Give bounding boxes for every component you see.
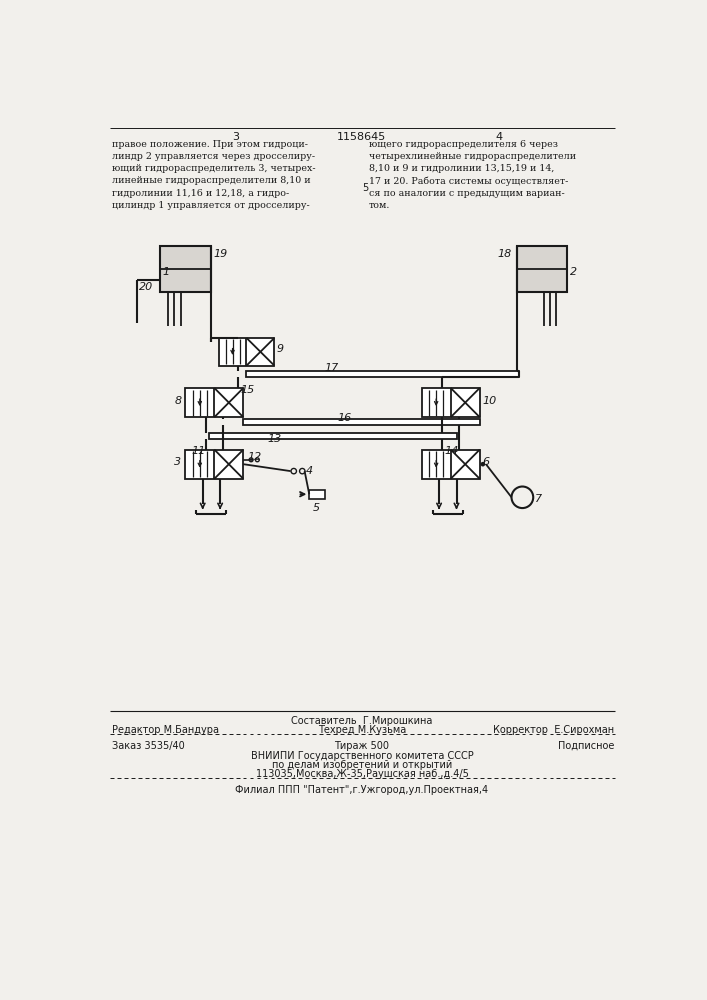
Text: 20: 20 bbox=[139, 282, 153, 292]
Bar bbox=[517, 246, 567, 292]
Text: 3: 3 bbox=[175, 457, 182, 467]
Bar bbox=[218, 338, 274, 366]
Text: 13: 13 bbox=[267, 434, 281, 444]
Text: 19: 19 bbox=[213, 249, 228, 259]
Text: 12: 12 bbox=[247, 452, 262, 462]
Text: Редактор М.Бандура: Редактор М.Бандура bbox=[112, 725, 218, 735]
Text: 18: 18 bbox=[498, 249, 512, 259]
Text: 15: 15 bbox=[240, 385, 255, 395]
Bar bbox=[243, 419, 480, 425]
Text: 7: 7 bbox=[534, 494, 542, 504]
Text: правое положение. При этом гидроци-
линдр 2 управляется через дросселиру-
ющий г: правое положение. При этом гидроци- линд… bbox=[112, 140, 315, 210]
Text: 5: 5 bbox=[313, 503, 320, 513]
Text: 17: 17 bbox=[324, 363, 338, 373]
Bar bbox=[185, 450, 243, 479]
Text: Техред М.Кузьма: Техред М.Кузьма bbox=[318, 725, 406, 735]
Text: 10: 10 bbox=[482, 396, 496, 406]
Text: по делам изобретений и открытий: по делам изобретений и открытий bbox=[271, 760, 452, 770]
Bar bbox=[160, 246, 211, 292]
Text: ВНИИПИ Государственного комитета СССР: ВНИИПИ Государственного комитета СССР bbox=[250, 751, 473, 761]
Text: 2: 2 bbox=[570, 267, 577, 277]
Text: 9: 9 bbox=[276, 344, 284, 354]
Text: Тираж 500: Тираж 500 bbox=[334, 741, 390, 751]
Bar bbox=[421, 450, 480, 479]
Text: Филиал ППП "Патент",г.Ужгород,ул.Проектная,4: Филиал ППП "Патент",г.Ужгород,ул.Проектн… bbox=[235, 785, 489, 795]
Text: Корректор  Е.Сирохман: Корректор Е.Сирохман bbox=[493, 725, 614, 735]
Bar bbox=[247, 371, 518, 377]
Bar bbox=[185, 388, 243, 417]
Text: Заказ 3535/40: Заказ 3535/40 bbox=[112, 741, 185, 751]
Text: 4: 4 bbox=[305, 466, 312, 477]
Text: Составитель  Г.Мирошкина: Составитель Г.Мирошкина bbox=[291, 716, 433, 726]
Text: 3: 3 bbox=[232, 132, 239, 142]
Text: 5: 5 bbox=[362, 183, 368, 193]
Text: ющего гидрораспределителя 6 через
четырехлинейные гидрораспределители
8,10 и 9 и: ющего гидрораспределителя 6 через четыре… bbox=[369, 140, 576, 210]
Text: 11: 11 bbox=[192, 446, 206, 456]
Text: 14: 14 bbox=[444, 446, 459, 456]
Circle shape bbox=[481, 462, 485, 466]
Text: 16: 16 bbox=[338, 413, 352, 423]
Text: 4: 4 bbox=[496, 132, 503, 142]
Text: 1158645: 1158645 bbox=[337, 132, 387, 142]
Bar bbox=[421, 388, 480, 417]
Text: 8: 8 bbox=[175, 396, 182, 406]
Text: 1: 1 bbox=[162, 267, 169, 277]
Bar bbox=[309, 490, 325, 499]
Text: Подписное: Подписное bbox=[559, 741, 614, 751]
Bar bbox=[209, 433, 457, 439]
Text: 6: 6 bbox=[482, 457, 489, 467]
Text: 113035,Москва,Ж-35,Раушская наб.,д.4/5: 113035,Москва,Ж-35,Раушская наб.,д.4/5 bbox=[255, 769, 469, 779]
